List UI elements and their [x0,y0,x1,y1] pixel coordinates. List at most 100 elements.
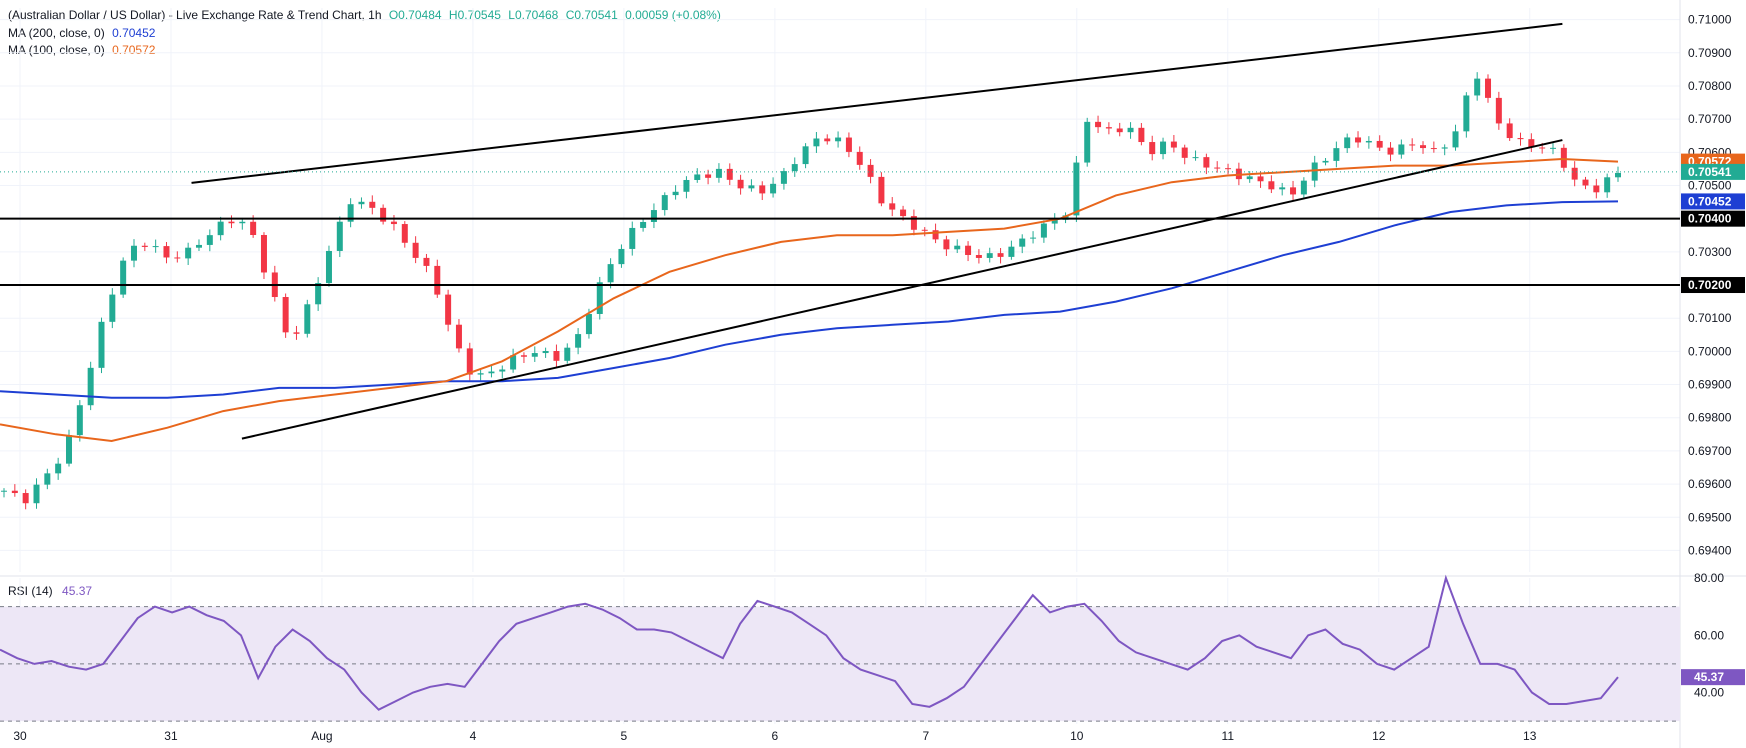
candle-body [1582,179,1589,186]
candle-body [835,137,842,142]
candle [1452,124,1459,151]
candle-body [455,324,462,349]
ma200-legend: MA (200, close, 0) 0.70452 [8,26,155,40]
candle-body [44,473,51,485]
candle [1095,115,1102,133]
candle-body [1560,147,1567,168]
y-tick-label: 0.69500 [1688,510,1732,524]
high-value: H0.70545 [448,8,501,22]
candle [1615,166,1621,182]
candle-body [228,221,235,224]
price-label-text: 0.70400 [1688,212,1732,226]
candle [455,319,462,353]
candle [185,242,192,266]
candle-body [1387,147,1394,155]
candle-body [932,230,939,240]
candle-body [1,490,7,492]
price-label-box [1681,277,1745,294]
candle-body [1008,246,1015,257]
rsi-tick-label: 60.00 [1694,628,1724,642]
candle-body [434,265,441,295]
candle-body [315,283,322,305]
candle [315,277,322,311]
candle-body [791,164,798,172]
candle [1311,155,1318,188]
candle [1127,122,1134,139]
candle-body [250,221,257,235]
candle [1246,171,1253,183]
candle [1225,163,1232,175]
candle [510,348,517,373]
candle-body [1127,127,1134,133]
candle-body [1409,144,1416,146]
candle-body [1116,128,1123,133]
y-tick-label: 0.69700 [1688,444,1732,458]
candle [1170,135,1177,153]
candle [1203,153,1210,175]
y-tick-label: 0.70300 [1688,245,1732,259]
candle [975,249,982,264]
candle [1268,175,1275,194]
candle [1441,144,1448,156]
x-tick-label: 4 [470,729,477,743]
candle [921,227,928,237]
candle [87,361,94,411]
chart-title-row: (Australian Dollar / US Dollar) - Live E… [8,8,721,22]
y-tick-label: 0.69900 [1688,378,1732,392]
candle [336,216,343,258]
candle-body [109,294,116,322]
candle [293,325,300,340]
candle-body [152,246,159,248]
candle-body [1225,168,1232,170]
candle-body [531,353,538,357]
candle-body [22,493,29,504]
candle [1279,182,1286,196]
candle-body [423,257,430,266]
candle-body [1506,123,1513,139]
candle [726,163,733,186]
y-tick-label: 0.70700 [1688,112,1732,126]
candle [98,317,105,374]
candle [195,239,202,251]
candle [780,167,787,190]
candle [1560,144,1567,172]
candle [1571,161,1578,187]
candle [737,174,744,195]
candle [1192,150,1199,161]
candle-body [1246,176,1253,180]
candle [1376,135,1383,151]
x-tick-label: 30 [13,729,27,743]
candle [986,247,993,263]
candle-body [1441,147,1448,149]
candle [401,221,408,248]
candle-body [564,347,571,361]
candle-body [163,246,170,258]
candle [239,217,246,230]
candle-body [1517,138,1524,140]
candle-body [477,373,484,375]
candle [1019,234,1026,254]
candle [358,197,365,209]
candle-body [1257,176,1264,182]
candle [1506,118,1513,141]
candle [1593,178,1600,199]
candle [1116,122,1123,137]
candle [531,346,538,362]
candle [802,143,809,169]
candle-body [1463,95,1470,132]
candle-body [401,224,408,243]
candle-body [282,297,289,333]
candle [1008,240,1015,260]
candle-body [900,209,907,217]
candle [910,209,917,236]
candle [867,159,874,184]
candle [997,247,1004,264]
candle-body [1495,97,1502,124]
candle-body [921,229,928,231]
candle [33,478,40,509]
price-label-box [1681,193,1745,210]
candle [1485,74,1492,103]
candle-body [856,151,863,165]
rsi-label: RSI (14) [8,584,53,598]
